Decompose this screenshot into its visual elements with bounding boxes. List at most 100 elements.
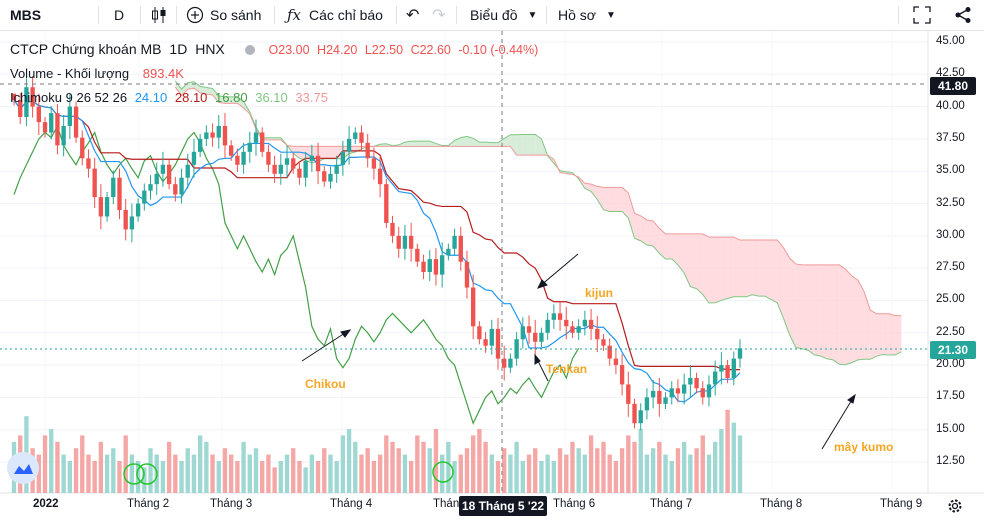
cloud-segment (684, 233, 691, 287)
symbol-search[interactable]: MBS (10, 0, 41, 30)
candle-body (291, 158, 296, 169)
candle-body (675, 388, 681, 394)
volume-bar (700, 435, 705, 493)
candle-body (11, 93, 17, 101)
cloud-segment (200, 86, 207, 95)
candle-body (713, 371, 718, 385)
main-legend: CTCP Chứng khoán MB 1D HNX O23.00 H24.20… (10, 41, 538, 57)
event-markers[interactable] (123, 461, 454, 485)
volume-bar (489, 454, 494, 493)
cloud-segment (833, 264, 840, 365)
cloud-segment (721, 237, 728, 301)
candle-body (266, 151, 271, 165)
volume-bar (713, 441, 718, 493)
candle-body (247, 142, 252, 152)
legend-interval: 1D (169, 41, 188, 57)
candle-body (98, 197, 104, 217)
span-a-line (174, 80, 902, 366)
volume-bar (371, 461, 377, 493)
volume-bar (42, 435, 48, 493)
cloud-segment (882, 313, 889, 356)
share-icon[interactable] (954, 0, 972, 30)
chart-canvas[interactable] (0, 31, 984, 524)
profile-dropdown[interactable]: Hồ sơ ▼ (558, 0, 616, 30)
cloud-segment (510, 134, 517, 156)
volume-bar (346, 429, 352, 493)
volume-bar (669, 461, 674, 493)
candle-body (564, 319, 569, 327)
volume-bar (284, 454, 290, 493)
volume-bar (526, 454, 532, 493)
cloud-segment (665, 233, 672, 259)
volume-bar (241, 441, 246, 493)
kijun-annotation: kijun (585, 286, 614, 300)
x-tick-label: 2022 (33, 498, 59, 510)
indicators-button[interactable]: ƒx Các chỉ báo (287, 0, 383, 30)
candle-body (657, 390, 662, 404)
cloud-segment (479, 142, 486, 147)
divider (898, 6, 899, 24)
candle-body (371, 158, 377, 169)
candle-body (396, 235, 401, 249)
y-tick-label: 15.00 (936, 422, 965, 435)
candle-body (185, 164, 190, 178)
volume-bar (731, 422, 736, 493)
candle-body (570, 326, 575, 333)
top-toolbar: MBS D So sánh ƒx Các chỉ báo ↶ ↷ Biểu đồ… (0, 0, 984, 31)
undo-icon[interactable]: ↶ (406, 7, 420, 24)
y-tick-label: 37.50 (936, 131, 965, 144)
cloud-segment (628, 192, 635, 239)
volume-bar (80, 435, 85, 493)
cloud-segment (771, 240, 778, 303)
cloud-segment (404, 141, 412, 147)
cloud-segment (591, 184, 598, 200)
volume-bar (564, 454, 569, 493)
cloud-segment (181, 82, 188, 96)
cloud-segment (708, 237, 716, 304)
candle-body (297, 168, 302, 178)
cloud-segment (299, 146, 306, 161)
volume-bar (657, 441, 662, 493)
cloud-segment (268, 137, 275, 140)
candle-body (55, 113, 60, 146)
cloud-segment (603, 187, 610, 212)
cloud-segment (802, 264, 809, 351)
volume-bar (359, 454, 364, 493)
cloud-segment (466, 136, 474, 147)
candle-body (241, 151, 246, 165)
chart-logo[interactable] (7, 452, 39, 484)
tenkan-line (13, 99, 741, 403)
candle-body (353, 132, 358, 139)
volume-bar (694, 448, 699, 493)
candle-body (595, 328, 600, 340)
redo-icon[interactable]: ↷ (432, 7, 446, 24)
volume-bar (681, 441, 687, 493)
candle-body (489, 328, 494, 346)
cloud-segment (702, 233, 709, 304)
volume-bar (458, 454, 463, 493)
volume-bar (545, 454, 550, 493)
cloud-segment (646, 220, 654, 247)
divider (396, 6, 397, 24)
cloud-segment (423, 141, 430, 147)
candle-body (166, 164, 172, 185)
volume-bar (92, 461, 97, 493)
candle-body (632, 403, 637, 424)
fullscreen-icon[interactable] (913, 0, 931, 30)
compare-button[interactable]: So sánh (186, 0, 261, 30)
candles-icon[interactable] (150, 0, 168, 30)
y-tick-label: 20.00 (936, 358, 965, 371)
cloud-segment (237, 96, 244, 108)
cloud-segment (212, 88, 219, 103)
volume-bar (353, 441, 358, 493)
candle-body (601, 339, 606, 346)
candle-body (61, 126, 66, 146)
chart-type-dropdown[interactable]: Biểu đồ ▼ (470, 0, 537, 30)
volume-bar (508, 454, 513, 493)
volume-bar (61, 454, 66, 493)
interval-button[interactable]: D (114, 0, 124, 30)
volume-bar (520, 461, 525, 493)
volume-bar (197, 435, 203, 493)
chikou-arrow (301, 330, 349, 362)
gear-icon[interactable] (946, 497, 964, 520)
